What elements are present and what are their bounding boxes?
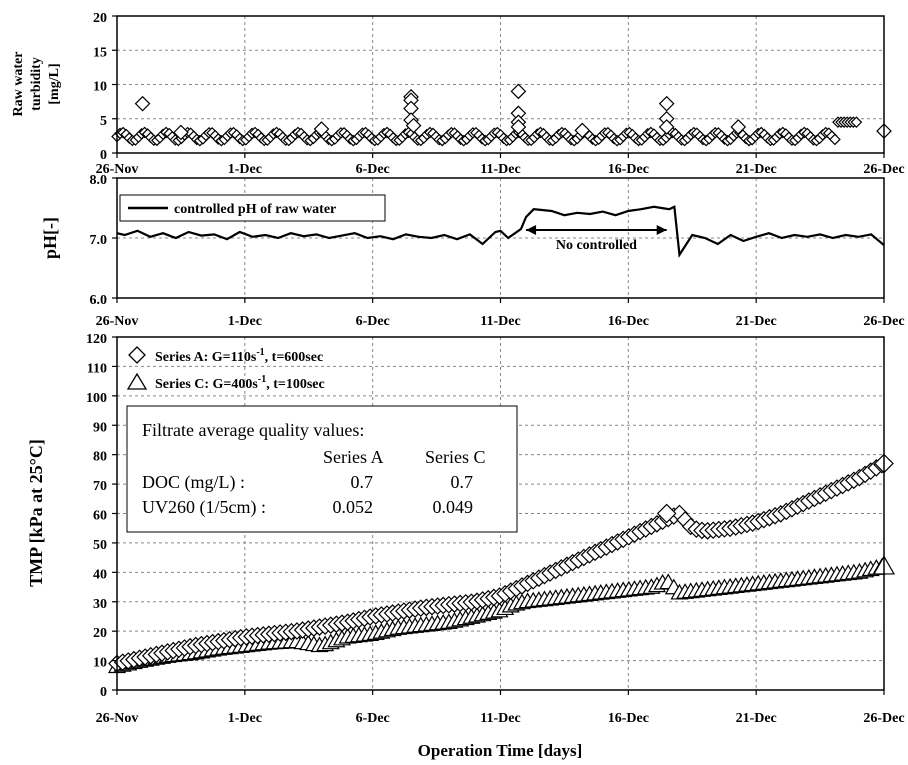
info-box-uv-c: 0.049	[433, 497, 474, 517]
ph-ytick-label: 8.0	[90, 173, 108, 188]
ph-ytick-label: 7.0	[90, 233, 108, 248]
tmp-ytick-label: 0	[100, 685, 107, 700]
no-controlled-arrow-left	[526, 225, 537, 235]
tmp-ytick-label: 40	[93, 567, 107, 582]
turbidity-xtick-label: 6-Dec	[356, 162, 390, 177]
turbidity-xtick-label: 1-Dec	[228, 162, 262, 177]
tmp-ytick-label: 60	[93, 509, 107, 524]
info-box-header-series-a: Series A	[323, 447, 384, 467]
ph-xtick-label: 6-Dec	[356, 314, 390, 329]
tmp-xtick-label: 1-Dec	[228, 711, 262, 726]
turbidity-panel: 0 5 10 15 20 26-Nov 1-Dec 6-Dec 11-Dec 16-Dec 21-…	[11, 11, 905, 177]
turbidity-point	[730, 119, 747, 135]
tmp-ytick-label: 20	[93, 626, 107, 641]
tmp-ytick-label: 120	[86, 332, 107, 347]
ph-xtick-label: 16-Dec	[608, 314, 649, 329]
info-box-doc-a: 0.7	[351, 472, 374, 492]
turbidity-xtick-label: 21-Dec	[736, 162, 777, 177]
tmp-ytick-label: 30	[93, 597, 107, 612]
turbidity-baseline-marker	[829, 133, 841, 146]
turbidity-ytick-label: 15	[93, 45, 107, 60]
ph-xtick-label: 11-Dec	[480, 314, 520, 329]
turbidity-ylabel-line2: turbidity	[29, 57, 44, 111]
tmp-ytick-label: 10	[93, 656, 107, 671]
ph-ylabel: pH[-]	[40, 217, 60, 259]
turbidity-point	[658, 95, 675, 112]
no-controlled-arrow-right	[656, 225, 667, 235]
tmp-ytick-label: 90	[93, 420, 107, 435]
turbidity-point	[510, 119, 527, 135]
turbidity-point	[313, 121, 330, 137]
turbidity-ytick-label: 20	[93, 11, 107, 26]
turbidity-point	[173, 124, 189, 141]
turbidity-ytick-label: 5	[100, 114, 107, 129]
ph-panel: 6.0 7.0 8.0 26-Nov 1-Dec 6-Dec 11-Dec 16-Dec 21…	[40, 173, 905, 329]
info-box-uv-label: UV260 (1/5cm) :	[142, 497, 266, 518]
tmp-xtick-label: 16-Dec	[608, 711, 649, 726]
info-box-uv-a: 0.052	[333, 497, 374, 517]
tmp-ytick-label: 70	[93, 479, 107, 494]
ph-legend-entry: controlled pH of raw water	[174, 202, 336, 217]
tmp-xtick-label: 26-Nov	[96, 711, 139, 726]
turbidity-xtick-label: 16-Dec	[608, 162, 649, 177]
filtrate-info-box: Filtrate average quality values: Series …	[126, 405, 518, 533]
no-controlled-label: No controlled	[556, 238, 637, 253]
tmp-xtick-label: 11-Dec	[480, 711, 520, 726]
turbidity-baseline-marker	[850, 116, 863, 129]
tmp-xtick-label: 6-Dec	[356, 711, 390, 726]
info-box-doc-c: 0.7	[451, 472, 474, 492]
tmp-xtick-label: 26-Dec	[863, 711, 904, 726]
tmp-ytick-label: 110	[87, 361, 107, 376]
ph-ytick-label: 6.0	[90, 293, 108, 308]
tmp-ytick-label: 50	[93, 538, 107, 553]
series-a-marker	[656, 503, 677, 524]
ph-xtick-label: 21-Dec	[736, 314, 777, 329]
tmp-ytick-label: 80	[93, 450, 107, 465]
ph-xtick-label: 1-Dec	[228, 314, 262, 329]
tmp-xtick-label: 21-Dec	[736, 711, 777, 726]
turbidity-point	[405, 117, 422, 134]
x-axis-title: Operation Time [days]	[418, 741, 583, 760]
turbidity-ytick-label: 10	[93, 80, 107, 95]
turbidity-point	[574, 122, 591, 139]
turbidity-ytick-label: 0	[100, 148, 107, 163]
turbidity-ylabel-line1: Raw water	[11, 52, 26, 117]
tmp-ylabel: TMP [kPa at 25°C]	[26, 439, 46, 587]
info-box-header-series-c: Series C	[425, 447, 486, 467]
ph-legend: controlled pH of raw water	[119, 194, 386, 222]
ph-xtick-label: 26-Nov	[96, 314, 139, 329]
no-controlled-annotation: No controlled	[526, 225, 667, 253]
turbidity-xtick-label: 11-Dec	[480, 162, 520, 177]
tmp-legend-triangle-marker	[126, 372, 148, 390]
turbidity-point	[658, 119, 675, 135]
tmp-panel: 0 10 20 30 40 50 60 70 80 90 100 110 120 26-Nov 1-Dec…	[26, 332, 905, 726]
tmp-ytick-label: 100	[86, 391, 107, 406]
turbidity-ylabel-line3: [mg/L]	[47, 63, 62, 104]
info-box-title: Filtrate average quality values:	[142, 420, 364, 440]
tmp-legend-entry-a: Series A: G=110s-1, t=600sec	[155, 347, 323, 365]
turbidity-point	[510, 83, 527, 100]
ph-xtick-label: 26-Dec	[863, 314, 904, 329]
tmp-legend-entry-c: Series C: G=400s-1, t=100sec	[155, 374, 325, 392]
ph-series-line	[116, 205, 885, 259]
tmp-legend-diamond-marker	[128, 346, 146, 364]
turbidity-xtick-label: 26-Nov	[96, 162, 139, 177]
turbidity-xtick-label: 26-Dec	[863, 162, 904, 177]
tmp-legend: Series A: G=110s-1, t=600sec Series C: G…	[126, 346, 325, 392]
info-box-doc-label: DOC (mg/L) :	[142, 472, 245, 493]
turbidity-point	[134, 95, 151, 112]
